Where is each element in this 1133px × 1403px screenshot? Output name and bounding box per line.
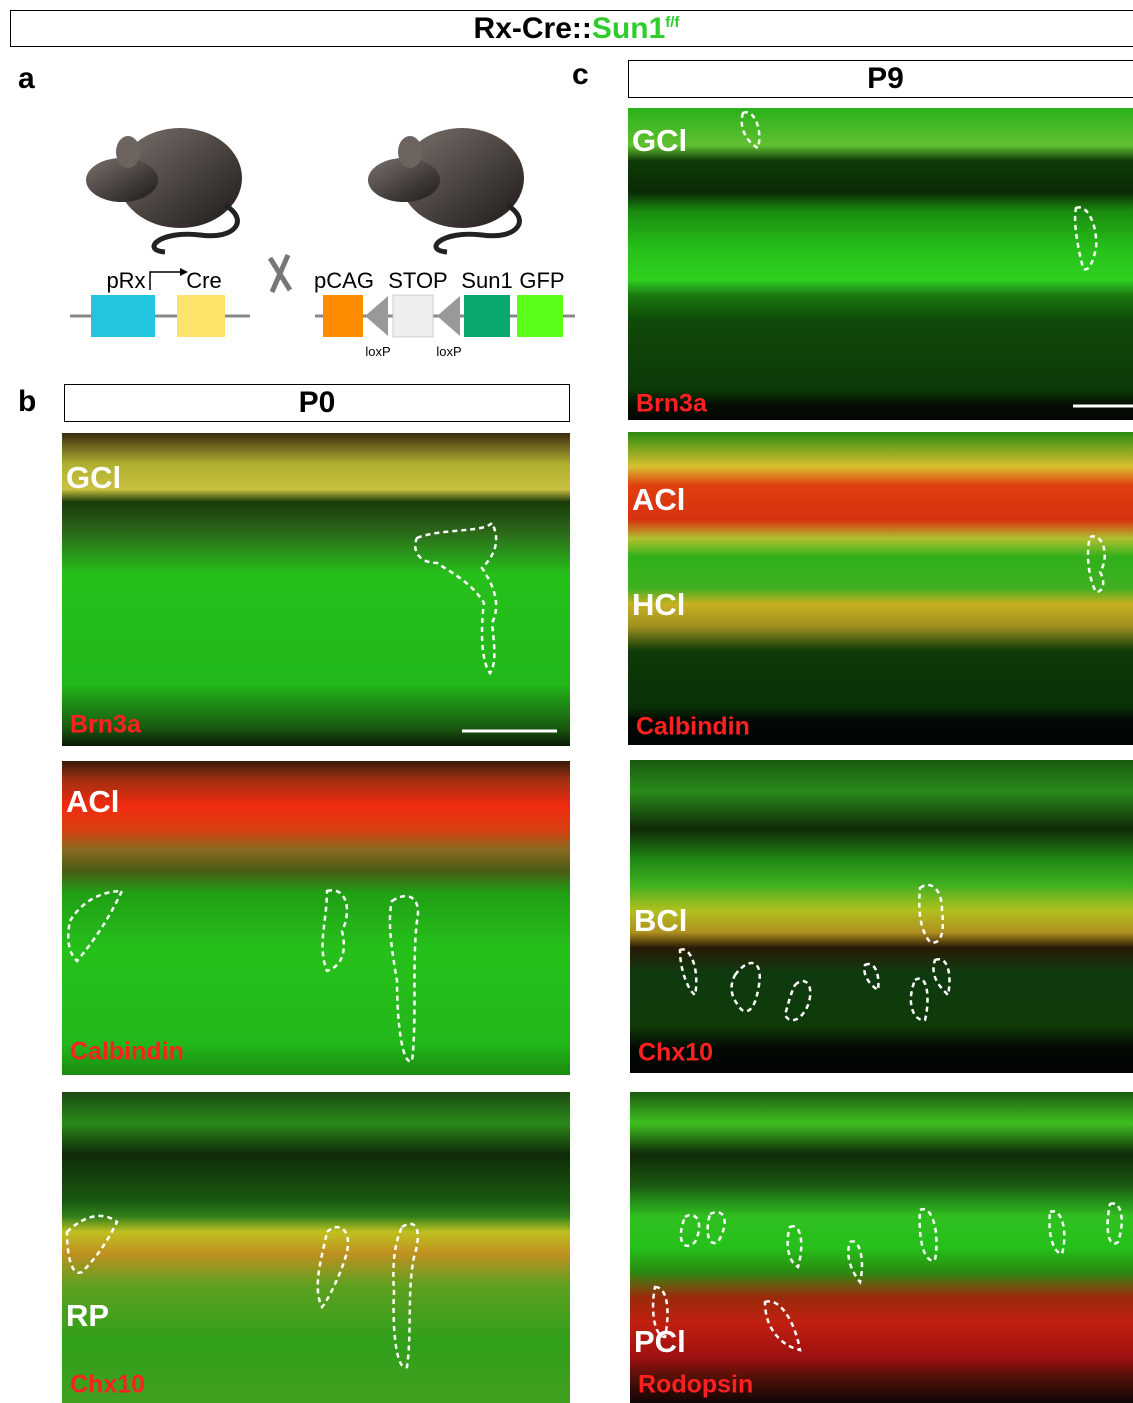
shape (708, 1212, 725, 1243)
gene-box (464, 295, 510, 337)
label: Sun1 (461, 268, 512, 293)
label: loxP (436, 344, 461, 359)
micrograph: GCl Brn3a (628, 108, 1133, 420)
stop-box (393, 295, 433, 337)
figure: Rx-Cre::Sun1f/f a c b pRx Cre pCAG STOP … (0, 0, 1133, 1403)
shape (681, 1215, 699, 1246)
micrograph: RP Chx10 (62, 1092, 570, 1403)
title-gene: Sun1 (592, 12, 665, 45)
shape (1050, 1211, 1065, 1254)
shape (116, 136, 140, 168)
loxp (365, 296, 388, 336)
stage: P9 (867, 62, 904, 96)
title-box: Rx-Cre::Sun1f/f (10, 10, 1133, 47)
shape (848, 1241, 862, 1282)
cross-symbol (270, 255, 290, 292)
shape (653, 1287, 667, 1337)
shape (919, 885, 943, 943)
shape (318, 1227, 348, 1307)
shape (920, 1209, 937, 1260)
shape (911, 979, 928, 1021)
gene-box (177, 295, 225, 337)
arrow (150, 272, 182, 290)
stage: P0 (299, 386, 336, 420)
shape (390, 896, 418, 1061)
outlines (628, 432, 1133, 745)
shape (1088, 536, 1105, 592)
panel-label: c (572, 58, 589, 92)
outlines (62, 761, 570, 1075)
mouse (368, 128, 524, 252)
label: GFP (519, 268, 564, 293)
shape (68, 891, 122, 961)
label: pRx (106, 268, 145, 293)
title: Rx-Cre::Sun1f/f (474, 12, 680, 46)
shape (788, 1226, 802, 1267)
shape (415, 523, 496, 673)
title-sup: f/f (665, 14, 679, 31)
shape (67, 1216, 117, 1273)
label: loxP (365, 344, 390, 359)
shape (765, 1301, 800, 1350)
shape (732, 963, 760, 1011)
reporter-box (517, 295, 563, 337)
outlines (630, 760, 1133, 1073)
promoter-box (91, 295, 155, 337)
micrograph: ACl Calbindin (62, 761, 570, 1075)
promoter-box (323, 295, 363, 337)
micrograph: BCl Chx10 (630, 760, 1133, 1073)
shape (323, 890, 347, 971)
stage-box: P0 (64, 384, 570, 422)
label: pCAG (314, 268, 374, 293)
label: Cre (186, 268, 221, 293)
shape (864, 964, 878, 990)
shape (785, 981, 810, 1020)
shape (933, 959, 949, 995)
outlines (62, 433, 570, 746)
mouse (86, 128, 242, 252)
shape (680, 949, 696, 995)
shape (1075, 207, 1096, 269)
panel-label: b (18, 385, 36, 419)
loxp (437, 296, 460, 336)
stage-box: P9 (628, 60, 1133, 98)
label: STOP (388, 268, 448, 293)
shape (742, 112, 760, 148)
panel-label: a (18, 62, 35, 96)
micrograph: GCl Brn3a (62, 433, 570, 746)
micrograph: ACl HCl Calbindin (628, 432, 1133, 745)
shape (398, 136, 422, 168)
title-prefix: Rx-Cre:: (474, 12, 592, 45)
shape (393, 1224, 417, 1368)
outlines (628, 108, 1133, 420)
micrograph: PCl Rodopsin (630, 1092, 1133, 1403)
cross-diagram: pRx Cre pCAG STOP Sun1 GFP loxP loxP (0, 100, 600, 370)
outlines (62, 1092, 570, 1403)
shape (1108, 1204, 1122, 1244)
outlines (630, 1092, 1133, 1403)
